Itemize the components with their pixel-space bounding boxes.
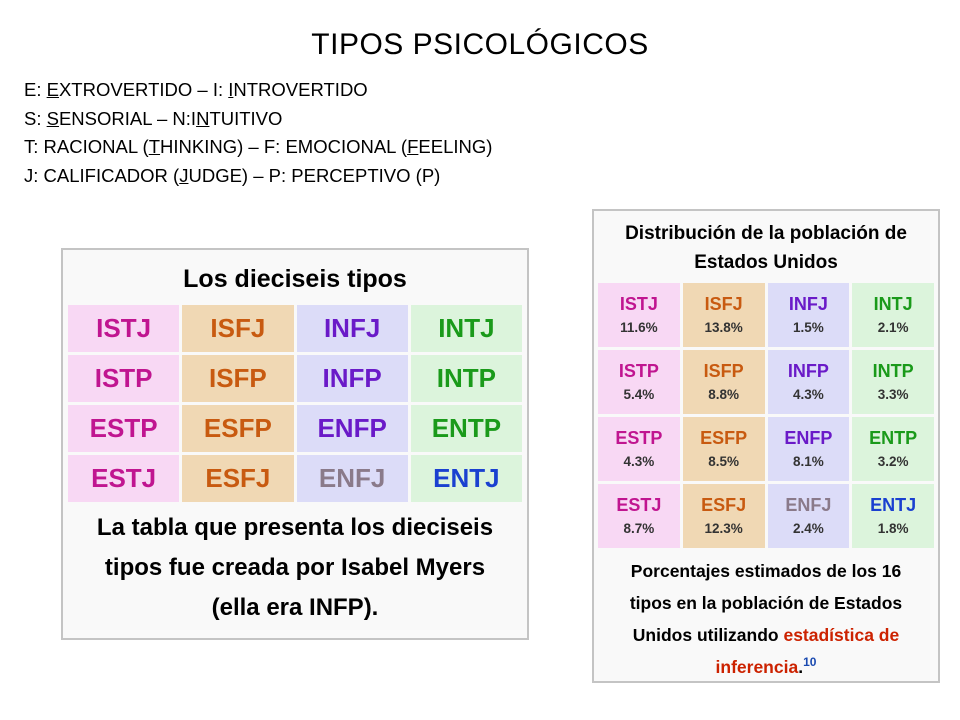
type-cell-estp: ESTP [68, 405, 180, 452]
sixteen-types-caption: Los dieciseis tipos [183, 265, 407, 293]
pct-cell-estj: ESTJ 8.7% [598, 484, 680, 548]
type-cell-entj: ENTJ [410, 455, 522, 502]
type-cell-isfp: ISFP [182, 355, 294, 402]
pct-cell-enfp: ENFP 8.1% [767, 417, 850, 481]
inference-link[interactable]: inferencia [715, 657, 799, 677]
type-cell-infj: INFJ [296, 305, 408, 352]
pct-cell-infj: INFJ 1.5% [767, 283, 850, 347]
legend-line-sn: S: SENSORIAL – N:INTUITIVO [24, 107, 283, 129]
population-distribution-caption: Distribución de la población de Estados … [625, 223, 907, 273]
pct-cell-intp: INTP 3.3% [852, 350, 934, 414]
population-distribution-table: Distribución de la población de Estados … [592, 209, 940, 683]
legend: E: EXTROVERTIDO – I: INTROVERTIDO S: SEN… [24, 76, 492, 190]
pct-cell-istj: ISTJ 11.6% [598, 283, 680, 347]
type-cell-intp: INTP [410, 355, 522, 402]
pct-cell-infp: INFP 4.3% [767, 350, 850, 414]
pct-cell-estp: ESTP 4.3% [598, 417, 680, 481]
pct-cell-isfj: ISFJ 13.8% [682, 283, 765, 347]
pct-cell-entp: ENTP 3.2% [852, 417, 934, 481]
inferential-statistics-link[interactable]: estadística de [783, 625, 900, 645]
sixteen-types-table: Los dieciseis tipos ISTJ ISFJ INFJ INTJ … [61, 248, 529, 640]
type-cell-isfj: ISFJ [182, 305, 294, 352]
population-distribution-grid: ISTJ 11.6% ISFJ 13.8% INFJ 1.5% INTJ 2.1% IS… [598, 283, 934, 548]
type-cell-entp: ENTP [410, 405, 522, 452]
pct-cell-isfp: ISFP 8.8% [682, 350, 765, 414]
legend-line-tf: T: RACIONAL (THINKING) – F: EMOCIONAL (F… [24, 136, 493, 157]
type-cell-infp: INFP [296, 355, 408, 402]
pct-cell-enfj: ENFJ 2.4% [767, 484, 850, 548]
legend-line-jp: J: CALIFICADOR (JUDGE) – P: PERCEPTIVO (… [24, 164, 441, 186]
sixteen-types-note: La tabla que presenta los dieciseis tipo… [96, 514, 494, 621]
type-cell-esfj: ESFJ [182, 455, 294, 502]
population-distribution-note: Porcentajes estimados de los 16 tipos en… [629, 561, 903, 677]
slide-title: TIPOS PSICOLÓGICOS [311, 28, 649, 61]
legend-line-ei: E: EXTROVERTIDO – I: INTROVERTIDO [24, 79, 368, 100]
type-cell-estj: ESTJ [68, 455, 180, 502]
sixteen-types-grid: ISTJ ISFJ INFJ INTJ ISTP ISFP INFP INTP … [68, 305, 522, 502]
pct-cell-entj: ENTJ 1.8% [852, 484, 934, 548]
type-cell-istp: ISTP [68, 355, 180, 402]
pct-cell-intj: INTJ 2.1% [852, 283, 934, 347]
pct-cell-esfp: ESFP 8.5% [682, 417, 765, 481]
type-cell-enfp: ENFP [296, 405, 408, 452]
reference-link[interactable]: 10 [803, 655, 817, 670]
pct-cell-esfj: ESFJ 12.3% [682, 484, 765, 548]
pct-cell-istp: ISTP 5.4% [598, 350, 680, 414]
type-cell-istj: ISTJ [68, 305, 180, 352]
type-cell-intj: INTJ [410, 305, 522, 352]
type-cell-enfj: ENFJ [296, 455, 408, 502]
type-cell-esfp: ESFP [182, 405, 294, 452]
